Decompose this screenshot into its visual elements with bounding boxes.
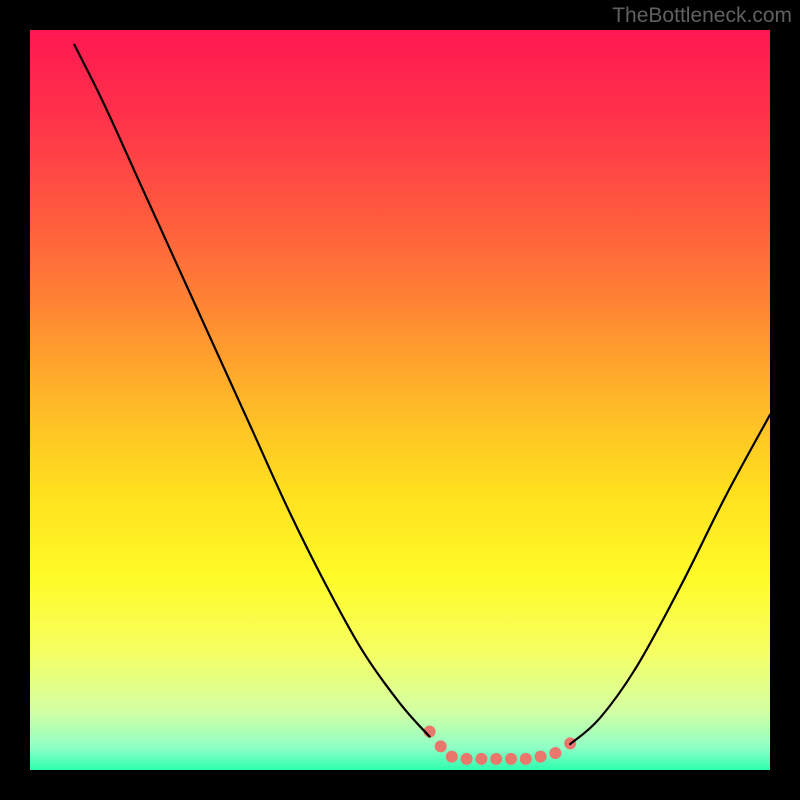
valley-marker bbox=[549, 747, 561, 759]
bottleneck-curve-left bbox=[74, 45, 429, 737]
valley-markers bbox=[424, 726, 577, 765]
valley-marker bbox=[505, 753, 517, 765]
bottleneck-curve-right bbox=[570, 415, 770, 744]
plot-area bbox=[30, 30, 770, 770]
valley-marker bbox=[520, 753, 532, 765]
valley-marker bbox=[490, 753, 502, 765]
watermark-text: TheBottleneck.com bbox=[612, 4, 792, 28]
curve-layer bbox=[30, 30, 770, 770]
valley-marker bbox=[435, 740, 447, 752]
valley-marker bbox=[475, 753, 487, 765]
valley-marker bbox=[446, 751, 458, 763]
valley-marker bbox=[461, 753, 473, 765]
valley-marker bbox=[535, 751, 547, 763]
